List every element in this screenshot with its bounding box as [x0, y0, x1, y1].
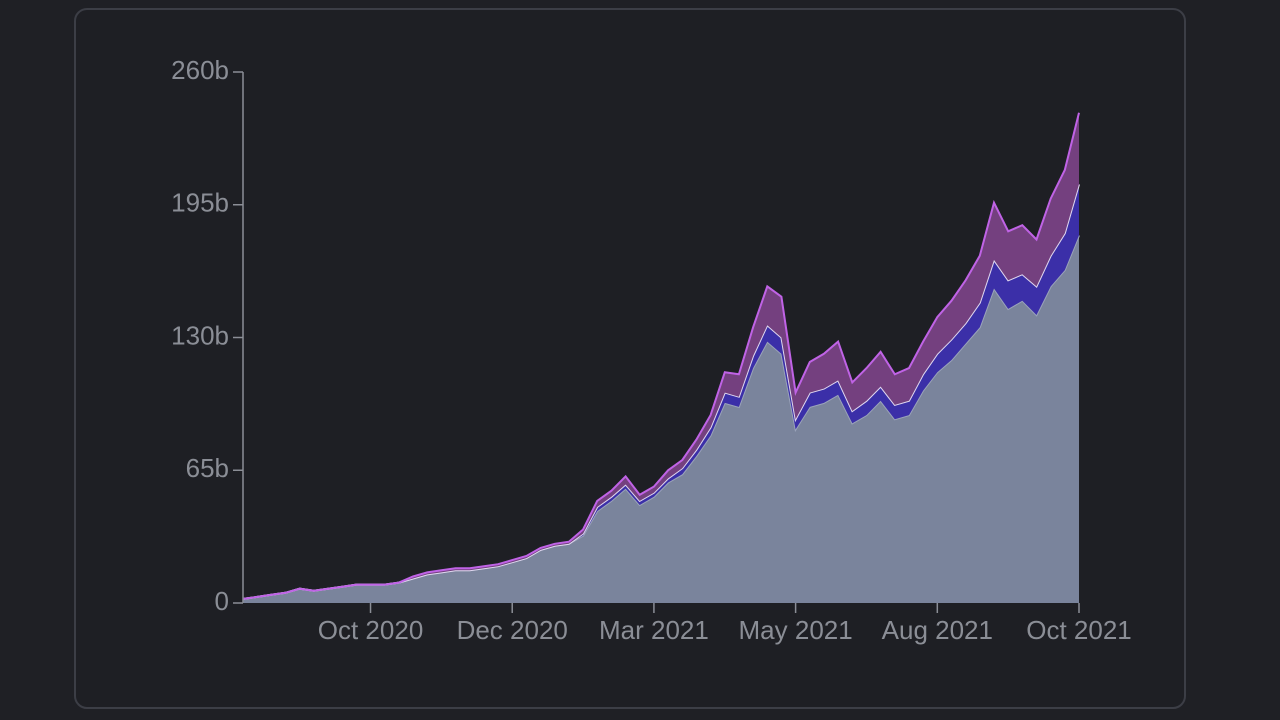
- x-tick-label: Aug 2021: [882, 615, 993, 645]
- y-tick-label: 260b: [171, 55, 229, 85]
- area-edge: [242, 112, 1080, 600]
- x-tick-label: Oct 2020: [318, 615, 424, 645]
- y-tick-label: 65b: [186, 453, 229, 483]
- y-tick-label: 195b: [171, 188, 229, 218]
- y-tick-label: 0: [215, 586, 229, 616]
- x-tick-label: May 2021: [739, 615, 853, 645]
- x-tick-label: Dec 2020: [457, 615, 568, 645]
- area: [243, 235, 1079, 603]
- x-tick-label: Mar 2021: [599, 615, 709, 645]
- y-tick-label: 130b: [171, 320, 229, 350]
- x-tick-label: Oct 2021: [1026, 615, 1132, 645]
